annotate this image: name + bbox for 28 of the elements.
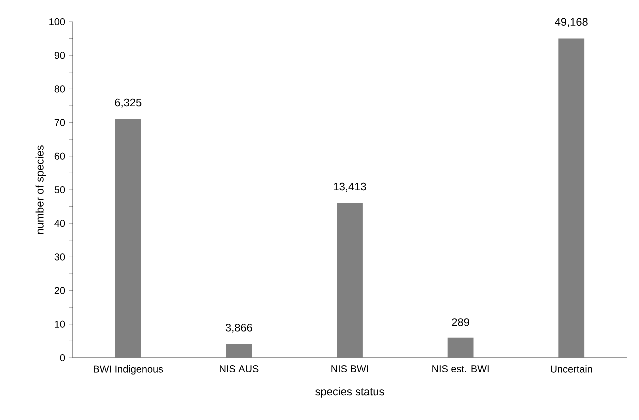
- x-tick-label: Uncertain: [551, 366, 592, 373]
- x-tick-label: NIS BWI: [332, 366, 368, 373]
- y-tick-label: 60: [54, 152, 66, 160]
- x-axis-title: species status: [316, 388, 384, 398]
- y-tick-label: 20: [54, 287, 66, 294]
- y-tick-label: 80: [54, 86, 66, 93]
- annotation: 6,325: [115, 98, 142, 108]
- bar: [115, 119, 142, 358]
- x-tick-label: NIS AUS: [220, 366, 259, 373]
- x-tick-label: NIS est. BWI: [432, 366, 489, 373]
- bar: [337, 203, 363, 358]
- y-tick-label: 90: [54, 52, 66, 60]
- x-tick-label: BWI Indigenous: [94, 366, 164, 375]
- y-tick-label: 0: [60, 354, 66, 362]
- y-tick-label: 40: [54, 220, 66, 228]
- bar: [448, 338, 474, 358]
- annotation: 289: [452, 318, 470, 326]
- y-tick-label: 50: [54, 186, 66, 194]
- annotation: 49,168: [555, 18, 588, 28]
- bar: [226, 344, 252, 358]
- annotation: 3,866: [226, 324, 252, 334]
- y-tick-label: 10: [55, 320, 66, 328]
- y-axis-title: number of species: [36, 146, 46, 234]
- y-tick-label: 100: [50, 18, 66, 26]
- y-tick-label: 30: [54, 254, 66, 261]
- y-tick-label: 70: [54, 119, 66, 126]
- annotation: 13,413: [334, 182, 366, 192]
- bar: [558, 38, 585, 358]
